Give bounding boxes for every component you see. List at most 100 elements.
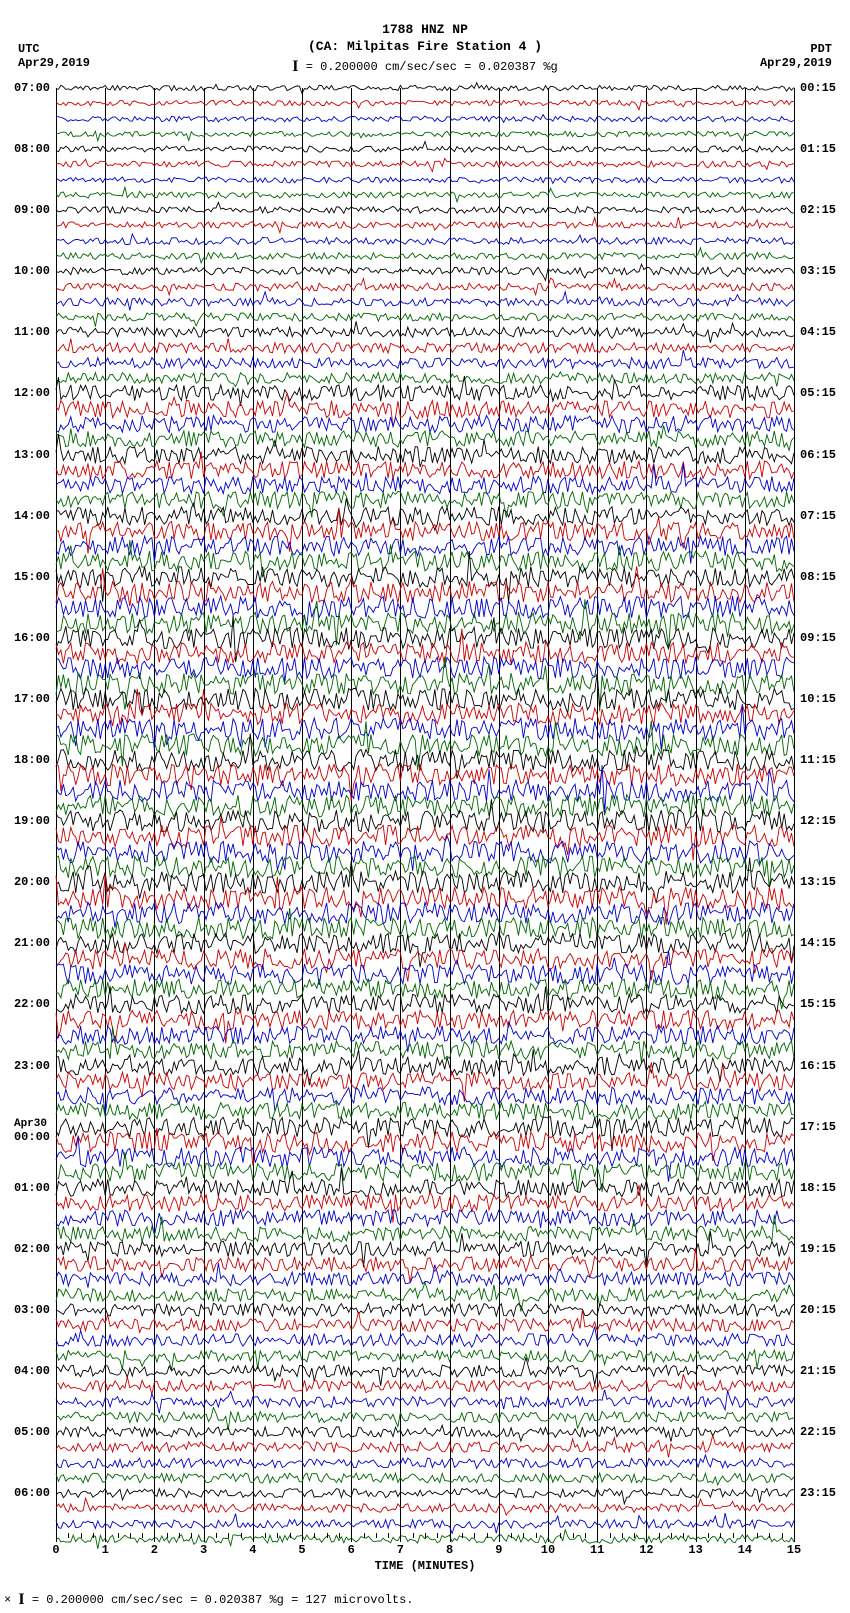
seismic-trace	[56, 867, 794, 868]
seismic-trace	[56, 531, 794, 532]
local-time-label: 03:15	[800, 264, 836, 278]
seismic-trace	[56, 852, 794, 853]
x-tick-label: 9	[495, 1543, 502, 1557]
seismic-trace	[56, 1218, 794, 1219]
x-tick-label: 15	[787, 1543, 801, 1557]
seismic-trace	[56, 623, 794, 624]
seismic-trace	[56, 1050, 794, 1051]
local-time-label: 11:15	[800, 753, 836, 767]
seismic-trace	[56, 1340, 794, 1341]
seismic-trace	[56, 745, 794, 746]
seismic-trace	[56, 959, 794, 960]
seismic-trace	[56, 287, 794, 288]
utc-time-label: 12:00	[14, 386, 50, 400]
seismic-trace: 17:0010:15	[56, 699, 794, 700]
local-time-label: 15:15	[800, 997, 836, 1011]
seismic-trace	[56, 378, 794, 379]
utc-time-label: 18:00	[14, 753, 50, 767]
x-tick-label: 1	[102, 1543, 109, 1557]
footer-scale-text: = 0.200000 cm/sec/sec = 0.020387 %g = 12…	[32, 1593, 414, 1607]
seismic-trace: 08:0001:15	[56, 149, 794, 150]
seismic-trace	[56, 1081, 794, 1082]
seismic-trace	[56, 363, 794, 364]
utc-time-label: 16:00	[14, 631, 50, 645]
x-tick-label: 5	[298, 1543, 305, 1557]
seismic-trace	[56, 439, 794, 440]
seismic-trace: 04:0021:15	[56, 1371, 794, 1372]
local-time-label: 16:15	[800, 1059, 836, 1073]
seismic-trace	[56, 592, 794, 593]
seismic-trace	[56, 1203, 794, 1204]
local-time-label: 00:15	[800, 81, 836, 95]
utc-time-label: 20:00	[14, 875, 50, 889]
seismic-trace: 12:0005:15	[56, 393, 794, 394]
local-time-label: 06:15	[800, 448, 836, 462]
scale-annotation: I = 0.200000 cm/sec/sec = 0.020387 %g	[0, 58, 850, 76]
plot-area: 07:0000:1508:0001:1509:0002:1510:0003:15…	[56, 88, 794, 1539]
seismic-trace	[56, 302, 794, 303]
seismic-trace: 02:0019:15	[56, 1249, 794, 1250]
seismic-trace: 16:0009:15	[56, 638, 794, 639]
x-tick-label: 13	[688, 1543, 702, 1557]
utc-time-label: 10:00	[14, 264, 50, 278]
utc-time-label: 03:00	[14, 1303, 50, 1317]
x-tick-label: 6	[348, 1543, 355, 1557]
scale-text: = 0.200000 cm/sec/sec = 0.020387 %g	[306, 60, 558, 74]
seismic-trace	[56, 1508, 794, 1509]
seismic-trace	[56, 653, 794, 654]
utc-date-corner: UTC Apr29,2019	[18, 42, 90, 70]
seismic-trace	[56, 974, 794, 975]
x-tick-label: 14	[738, 1543, 752, 1557]
seismic-trace	[56, 1020, 794, 1021]
x-tick-label: 10	[541, 1543, 555, 1557]
x-tick-label: 11	[590, 1543, 604, 1557]
footer-annotation: × I = 0.200000 cm/sec/sec = 0.020387 %g …	[4, 1591, 414, 1609]
x-tick-marks	[56, 1533, 794, 1543]
utc-time-label: 14:00	[14, 509, 50, 523]
local-time-label: 21:15	[800, 1364, 836, 1378]
utc-time-label: 19:00	[14, 814, 50, 828]
local-time-label: 18:15	[800, 1181, 836, 1195]
seismic-trace: 06:0023:15	[56, 1493, 794, 1494]
seismic-trace	[56, 424, 794, 425]
local-time-label: 02:15	[800, 203, 836, 217]
local-time-label: 09:15	[800, 631, 836, 645]
x-tick-label: 12	[639, 1543, 653, 1557]
utc-time-label: 05:00	[14, 1425, 50, 1439]
local-time-label: 22:15	[800, 1425, 836, 1439]
seismic-trace	[56, 1417, 794, 1418]
seismic-trace	[56, 1234, 794, 1235]
seismic-trace	[56, 195, 794, 196]
seismic-trace	[56, 668, 794, 669]
seismic-trace	[56, 913, 794, 914]
seismic-trace	[56, 134, 794, 135]
seismic-trace: 05:0022:15	[56, 1432, 794, 1433]
local-time-label: 13:15	[800, 875, 836, 889]
seismic-trace: 19:0012:15	[56, 821, 794, 822]
utc-time-label: Apr3000:00	[14, 1120, 50, 1144]
seismic-trace	[56, 1402, 794, 1403]
seismic-trace: Apr3000:0017:15	[56, 1127, 794, 1128]
seismic-trace	[56, 470, 794, 471]
seismic-trace: 03:0020:15	[56, 1310, 794, 1311]
x-tick-label: 0	[52, 1543, 59, 1557]
x-tick-label: 8	[446, 1543, 453, 1557]
seismic-trace	[56, 1356, 794, 1357]
seismic-trace	[56, 806, 794, 807]
left-date-label: Apr29,2019	[18, 56, 90, 70]
local-time-label: 23:15	[800, 1486, 836, 1500]
x-tick-label: 4	[249, 1543, 256, 1557]
local-time-label: 19:15	[800, 1242, 836, 1256]
seismic-trace	[56, 1172, 794, 1173]
local-time-label: 14:15	[800, 936, 836, 950]
seismic-trace	[56, 684, 794, 685]
seismic-trace	[56, 546, 794, 547]
seismic-trace	[56, 485, 794, 486]
seismic-trace	[56, 348, 794, 349]
seismic-trace	[56, 241, 794, 242]
utc-time-label: 02:00	[14, 1242, 50, 1256]
utc-time-label: 21:00	[14, 936, 50, 950]
seismic-trace	[56, 714, 794, 715]
seismic-trace	[56, 1463, 794, 1464]
utc-time-label: 07:00	[14, 81, 50, 95]
